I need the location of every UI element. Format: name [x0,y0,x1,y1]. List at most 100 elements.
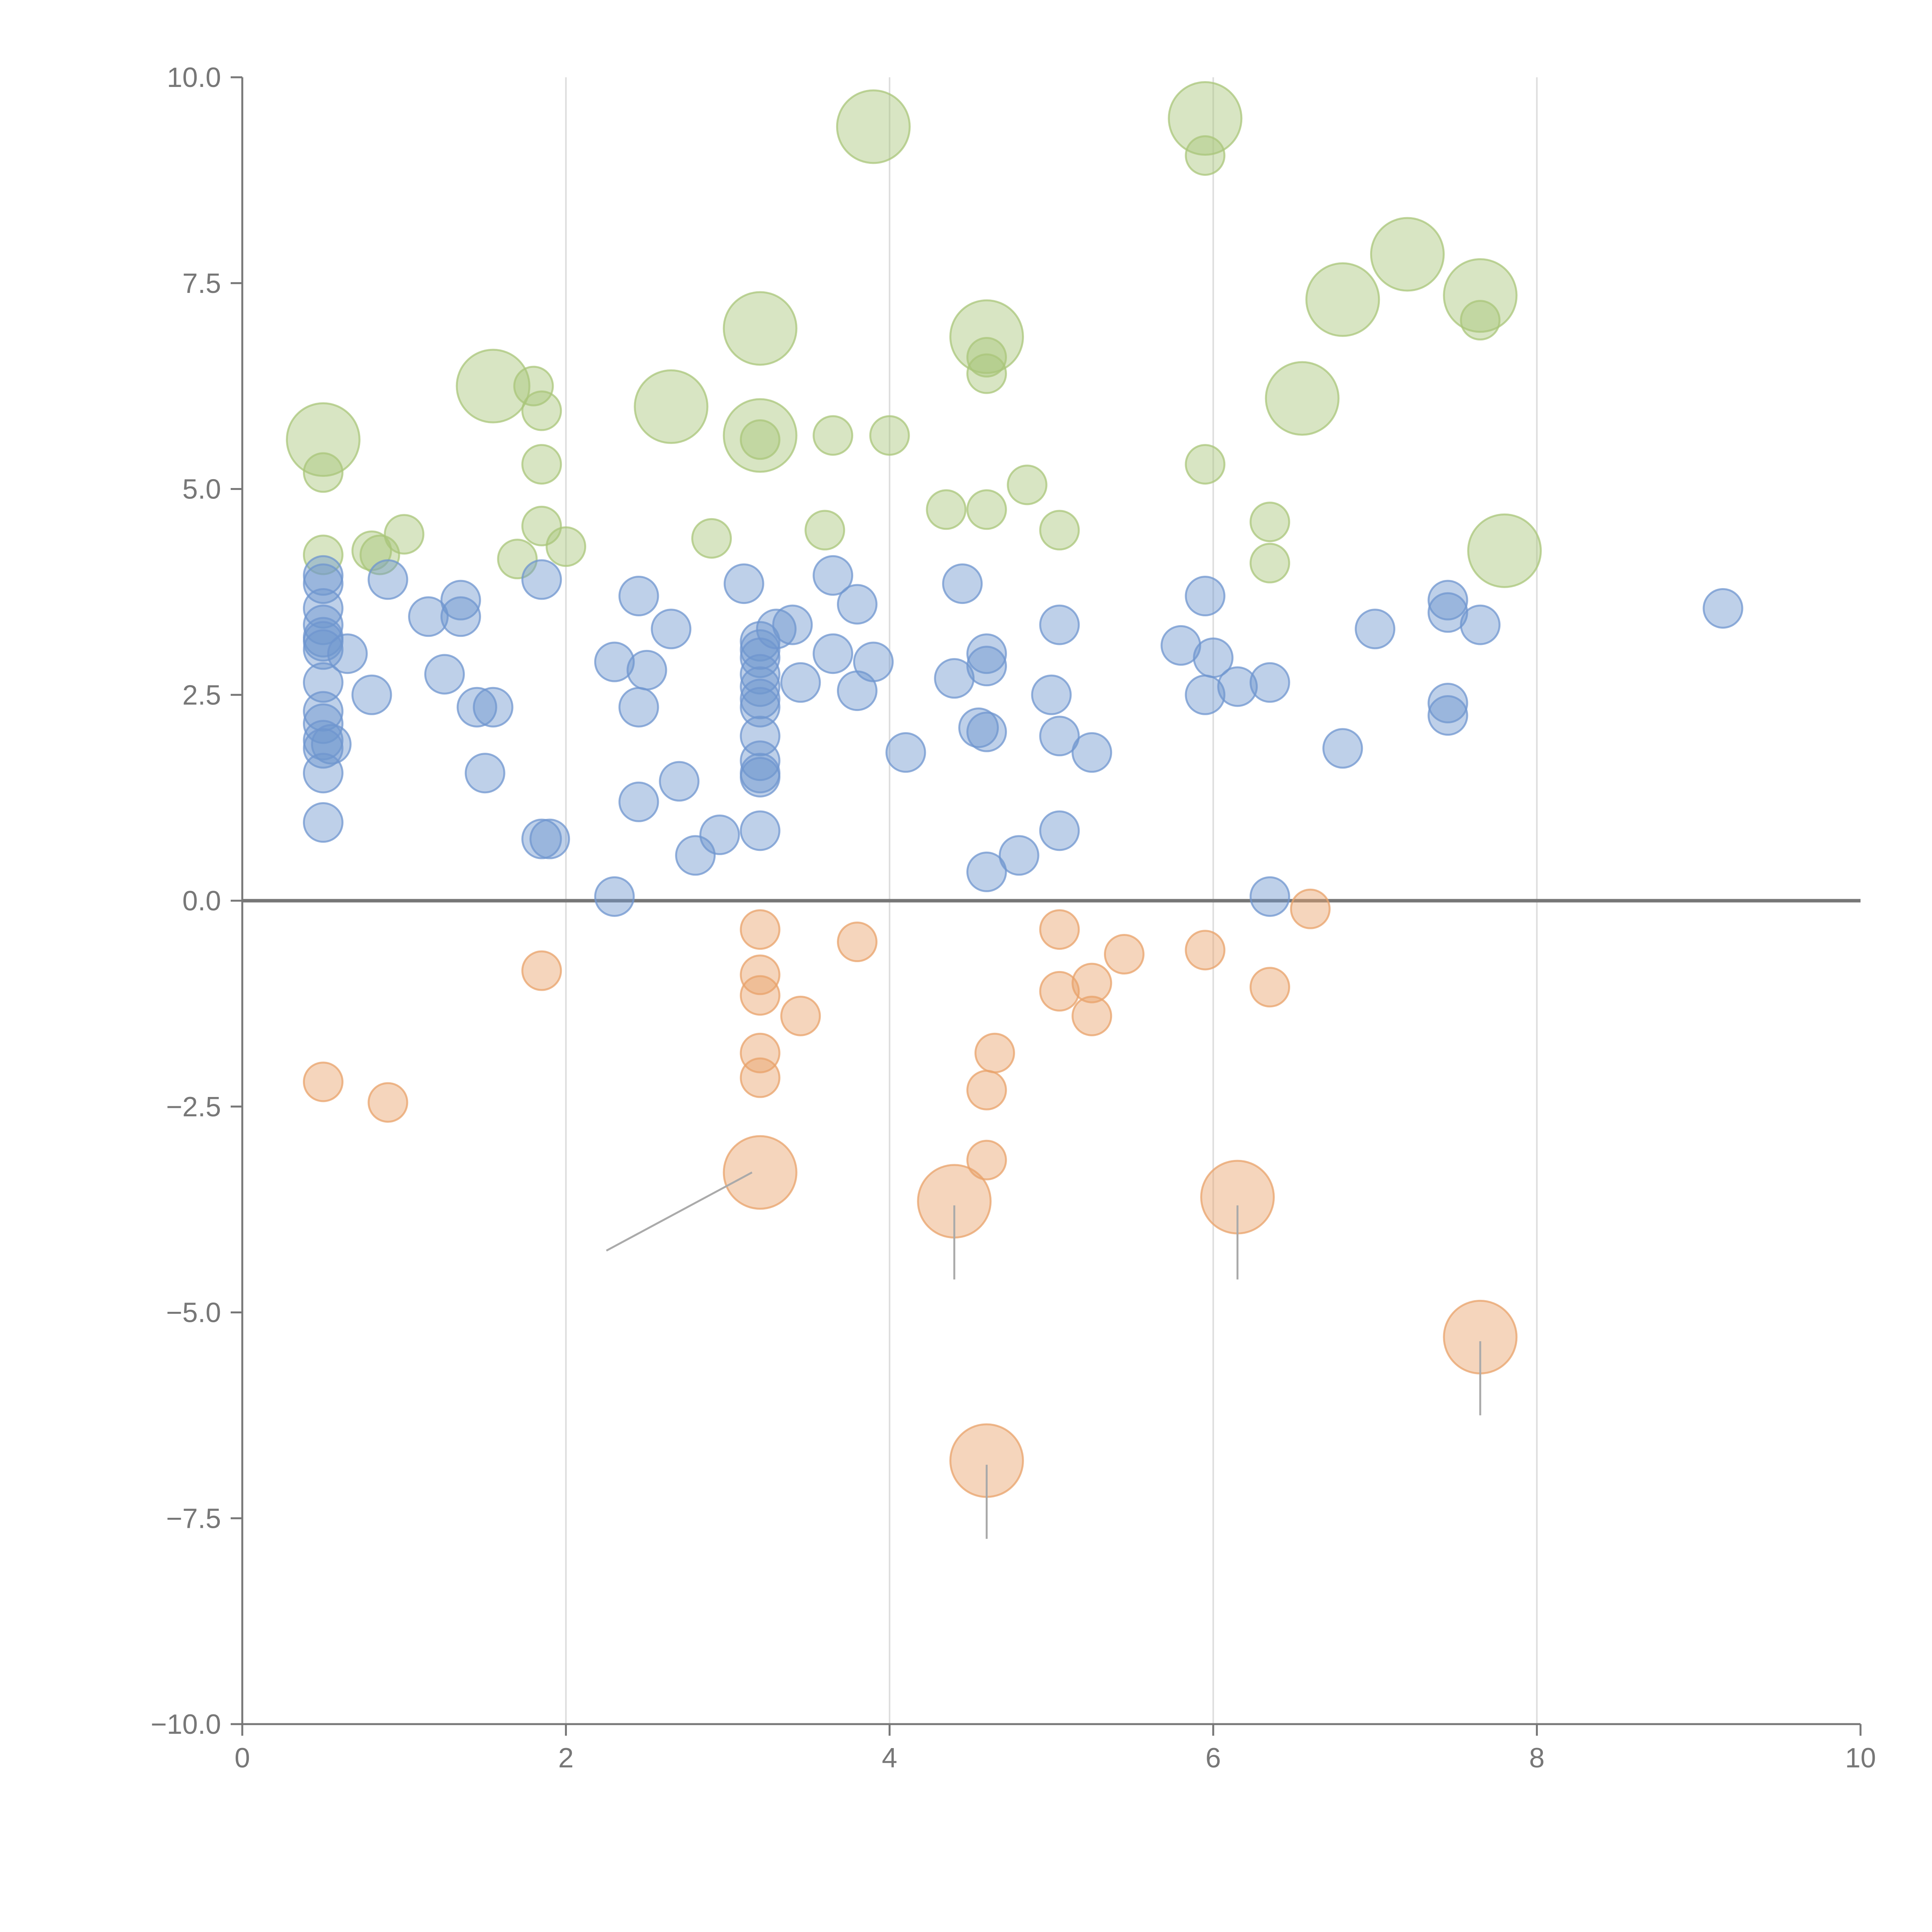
data-point [1249,967,1290,1008]
data-point [1355,609,1396,650]
data-point [966,337,1007,378]
y-tick-label: 10.0 [167,62,221,93]
data-point [740,1032,781,1073]
y-tick-label: 7.5 [182,268,221,299]
data-point [1007,464,1048,505]
data-point [1031,674,1072,715]
data-point [740,621,781,662]
data-point [351,674,392,715]
data-point [1168,81,1243,156]
data-point [497,539,538,580]
data-point [837,922,878,963]
data-point [464,753,505,794]
data-point [521,950,562,991]
data-point [594,641,635,682]
data-point [303,604,344,645]
data-point [1249,502,1290,543]
x-tick-label: 6 [1206,1743,1221,1774]
data-point [740,654,781,695]
data-point [974,1032,1015,1073]
x-tick-label: 2 [558,1743,574,1774]
data-point [303,563,344,604]
annotation-leader-line [606,1172,753,1252]
data-point [1185,674,1226,715]
data-point [675,835,716,876]
data-point [740,740,781,781]
data-point [723,1135,798,1210]
y-tick-label: 0.0 [182,886,221,917]
data-point [723,563,764,604]
data-point [1071,995,1112,1036]
data-point [303,555,344,596]
data-point [1039,971,1080,1012]
data-point [659,761,700,802]
data-point [634,369,709,444]
data-point [926,489,967,530]
data-point [303,703,344,744]
data-point [286,402,361,477]
data-point [529,818,570,859]
data-point [756,609,797,650]
data-point [934,658,975,699]
data-point [303,662,344,703]
data-point [1249,662,1290,703]
data-point [1290,888,1331,929]
annotation-lines [606,1172,1481,1539]
data-point [1702,588,1743,629]
data-point [303,621,344,662]
data-point [740,810,781,851]
data-point [440,580,481,621]
data-point [1305,262,1380,337]
data-point [1370,217,1445,292]
x-tick-label: 4 [882,1743,897,1774]
data-point [885,732,926,773]
data-point [966,1139,1007,1180]
data-point [836,89,911,164]
data-point [1427,695,1468,736]
y-tick-label: 5.0 [182,474,221,505]
data-point [1039,716,1080,757]
data-point [456,349,531,423]
data-point [367,1082,408,1123]
x-tick-label: 0 [235,1743,250,1774]
data-point [303,728,344,769]
data-point [1427,580,1468,621]
data-point [408,596,449,637]
data-points [286,81,1743,1498]
data-point [966,851,1007,892]
data-point [1071,732,1112,773]
tick-labels: −10.0 −7.5 −5.0 −2.5 0.0 2.5 5.0 7.5 10.0 0 2 4 6 8 10 [151,62,1876,1774]
data-point [367,559,408,600]
data-point [303,452,344,493]
data-point [1039,604,1080,645]
data-point [813,415,854,456]
data-point [1185,576,1226,617]
data-point [699,815,740,855]
data-point [780,662,821,703]
data-point [723,398,798,473]
data-point [618,687,659,728]
data-point [303,534,344,575]
data-point [1185,135,1226,176]
data-point [1265,361,1340,436]
data-point [740,666,781,707]
data-point [1427,592,1468,633]
data-point [303,1061,344,1102]
data-point [813,633,854,674]
data-point [440,596,481,637]
data-point [740,909,781,950]
data-point [1071,963,1112,1003]
data-point [618,576,659,617]
data-point [1185,444,1226,485]
data-point [513,366,554,406]
y-tick-label: −7.5 [166,1503,221,1534]
data-point [1039,510,1080,551]
data-point [740,975,781,1016]
data-point [1467,513,1542,588]
data-point [1160,625,1201,666]
data-point [837,584,878,625]
y-tick-label: −5.0 [166,1298,221,1328]
